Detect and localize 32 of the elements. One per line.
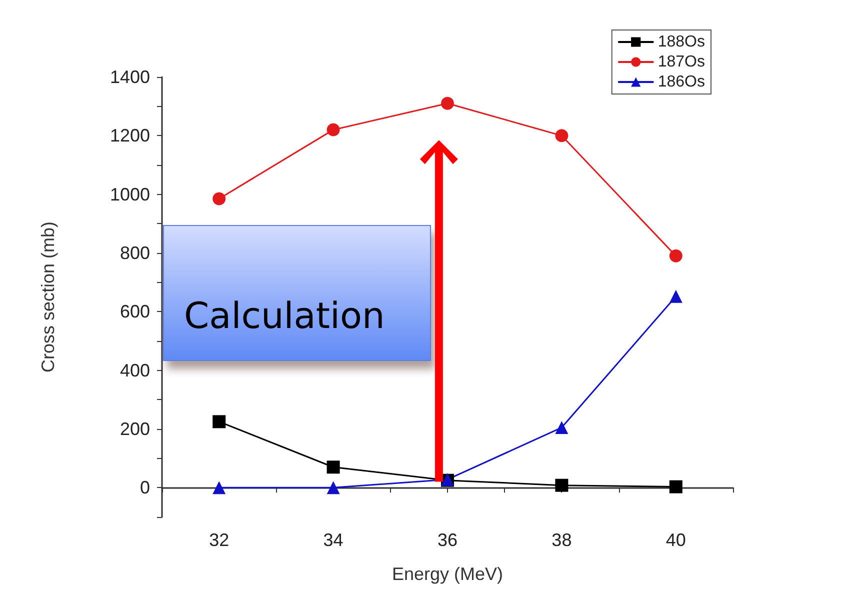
- x-tick-label: 40: [666, 530, 686, 550]
- x-tick-label: 36: [437, 530, 458, 550]
- point: [441, 96, 454, 110]
- point: [326, 123, 340, 136]
- y-tick-label: 0: [140, 478, 150, 498]
- point: [212, 415, 226, 428]
- point: [212, 192, 226, 206]
- y-axis-title: Cross section (mb): [38, 221, 58, 373]
- point: [669, 290, 682, 303]
- point: [555, 129, 568, 142]
- text-box: Calculation: [163, 225, 431, 361]
- y-tick-label: 400: [120, 360, 150, 380]
- x-tick-label: 32: [209, 530, 230, 550]
- x-tick-label: 34: [323, 530, 344, 550]
- point: [555, 478, 568, 492]
- point: [555, 421, 568, 434]
- y-tick-label: 1400: [110, 67, 150, 87]
- legend-label: 187Os: [658, 54, 705, 70]
- point: [326, 481, 340, 494]
- point: [326, 460, 340, 474]
- y-tick-label: 1200: [110, 126, 150, 146]
- x-axis-title: Energy (MeV): [392, 564, 504, 584]
- x-tick-label: 38: [552, 530, 572, 550]
- y-tick-label: 800: [120, 243, 150, 263]
- point: [669, 249, 682, 262]
- y-tick-label: 1000: [110, 184, 150, 204]
- legend-label: 188Os: [658, 34, 705, 50]
- point: [669, 480, 682, 494]
- y-tick-label: 600: [120, 302, 150, 322]
- point: [212, 481, 226, 494]
- y-tick-label: 200: [120, 419, 150, 439]
- legend-label: 186Os: [658, 74, 705, 90]
